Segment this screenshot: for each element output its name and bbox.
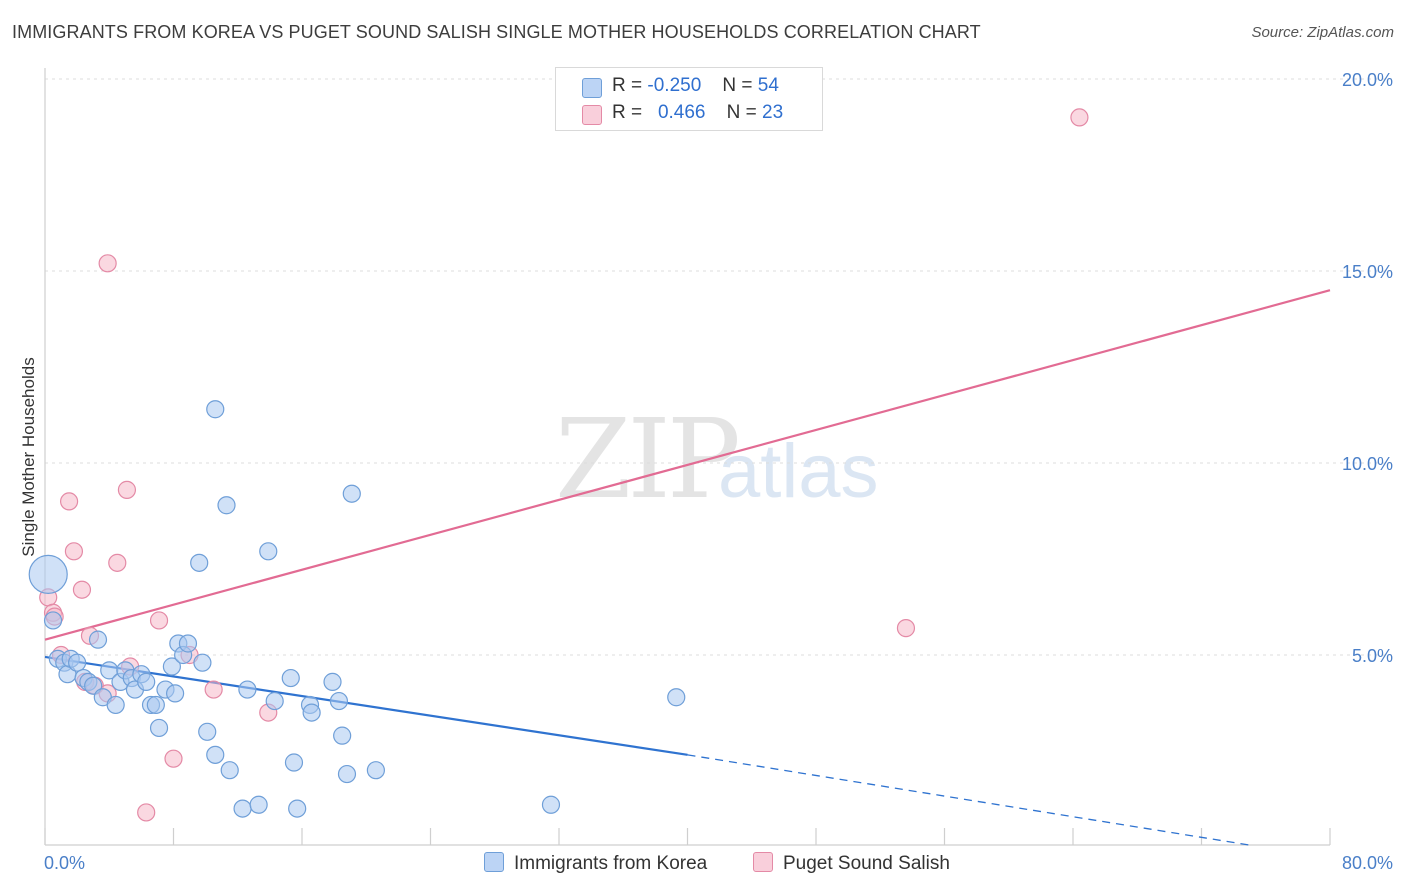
legend-r-value-korea: -0.250 [647,75,702,96]
x-tick-label-max: 80.0% [1342,853,1393,873]
watermark-atlas: atlas [718,429,879,514]
bottom-legend-label-korea: Immigrants from Korea [514,853,708,874]
korea-point [541,795,561,814]
korea-point [337,764,357,784]
data-points [28,108,1089,822]
bottom-legend-swatch-korea [484,852,504,872]
korea-point [217,496,236,515]
korea-point [106,695,125,715]
korea-point [238,680,257,699]
korea-point [333,726,352,745]
korea-point [667,688,686,707]
source-credit: Source: ZipAtlas.com [1251,24,1394,41]
trend-line-salish [44,289,1331,641]
korea-point [28,554,68,594]
korea-point [190,553,209,572]
salish-point [1070,108,1089,127]
korea-point [284,753,304,772]
salish-point [108,553,127,572]
korea-point [166,684,185,703]
legend-n-value-salish: 23 [762,102,784,123]
korea-point [206,400,225,419]
korea-point [302,703,321,722]
korea-point [193,653,212,672]
korea-point [178,634,198,653]
bottom-legend-swatch-salish [753,852,773,872]
bottom-legend-korea: Immigrants from Korea [484,852,707,875]
korea-point [146,695,165,715]
salish-point [64,542,84,561]
trend-line-korea [44,655,688,756]
bottom-legend-salish: Puget Sound Salish [753,852,950,875]
korea-point [342,484,361,503]
legend-n-label: N = [722,75,753,96]
salish-point [98,254,117,273]
korea-point [137,672,156,691]
korea-point [220,761,239,780]
korea-point [43,611,63,630]
x-tick-label-min: 0.0% [44,853,85,873]
bottom-legend-label-salish: Puget Sound Salish [783,853,950,874]
y-tick-label: 5.0% [1352,646,1393,666]
correlation-legend: R = -0.250 N = 54 R = 0.466 N = 23 [555,67,823,131]
korea-point [249,795,268,814]
salish-point [149,611,169,630]
korea-point [323,672,342,691]
legend-swatch-korea [582,78,602,98]
korea-point [198,722,217,741]
tick-labels: 5.0% 10.0% 15.0% 20.0% 0.0% 80.0% [44,70,1393,873]
korea-point [288,799,307,818]
salish-point [72,580,92,599]
korea-point [259,542,278,561]
salish-point [59,492,79,511]
salish-point [204,680,223,699]
korea-point [149,718,169,738]
korea-point [329,691,349,711]
korea-point [281,668,300,688]
salish-point [117,480,137,499]
legend-n-value-korea: 54 [757,75,779,96]
grid-lines [45,78,1395,656]
salish-point [896,619,916,638]
legend-r-label: R = [612,102,643,123]
y-tick-label: 10.0% [1342,454,1393,474]
chart-title: IMMIGRANTS FROM KOREA VS PUGET SOUND SAL… [12,22,981,42]
korea-point [233,799,252,818]
korea-point [162,657,181,676]
legend-r-value-salish: 0.466 [657,102,706,123]
korea-point [366,761,385,780]
legend-n-label: N = [726,102,757,123]
y-tick-label: 15.0% [1342,262,1393,282]
salish-point [137,803,156,822]
korea-point [265,691,284,711]
legend-r-label: R = [612,75,643,96]
korea-point [88,630,108,649]
y-axis-label: Single Mother Households [19,357,38,556]
axes [44,68,1331,846]
legend-swatch-salish [582,105,602,125]
korea-point [68,653,87,672]
salish-point [164,749,183,768]
y-tick-label: 20.0% [1342,70,1393,90]
korea-point [206,745,225,764]
trend-line-korea-extension [687,754,1250,846]
trend-lines [44,289,1331,846]
